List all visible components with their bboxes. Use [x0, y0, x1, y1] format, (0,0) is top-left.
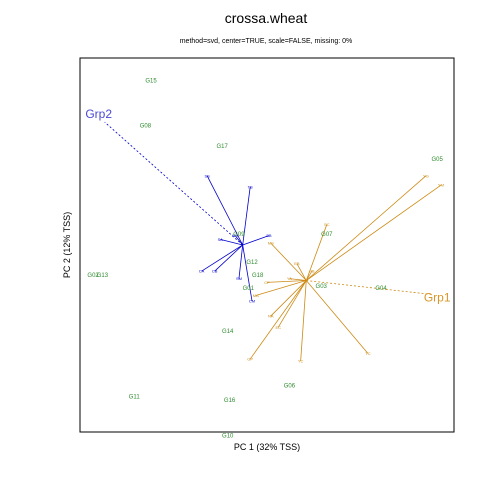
- env-label-YC: YC: [298, 358, 304, 363]
- genotype-G01: G01: [243, 286, 255, 292]
- genotype-G02: G02: [87, 273, 99, 279]
- env-label-CM: CM: [249, 299, 255, 304]
- env-label-TB: TB: [248, 185, 253, 190]
- env-vector-SM: [238, 244, 244, 279]
- chart-subtitle: method=svd, center=TRUE, scale=FALSE, mi…: [180, 38, 353, 45]
- env-label-PB: PB: [309, 269, 315, 274]
- env-vector-NA: [270, 280, 307, 317]
- env-vector-CB: [214, 244, 243, 272]
- plot-frame: [79, 57, 455, 433]
- env-vector-MA: [255, 280, 307, 296]
- env-vector-GP: [249, 280, 307, 360]
- env-vector-YM: [306, 184, 442, 281]
- env-vector-YA: [289, 278, 307, 281]
- env-label-CP: CP: [264, 280, 270, 285]
- genotype-G18: G18: [252, 273, 264, 279]
- env-vector-TC: [305, 280, 369, 354]
- genotype-G12: G12: [246, 260, 258, 266]
- env-vector-CA: [201, 244, 243, 272]
- env-label-EB: EB: [294, 261, 300, 266]
- genotype-G05: G05: [431, 157, 443, 163]
- env-label-SM: SM: [236, 276, 242, 281]
- env-label-YM: YM: [438, 183, 444, 188]
- env-vector-SA: [220, 239, 243, 246]
- y-axis-label: PC 2 (12% TSS): [62, 212, 72, 278]
- genotype-G16: G16: [224, 398, 236, 404]
- genotype-G04: G04: [375, 286, 387, 292]
- env-vector-SS: [206, 175, 244, 246]
- grp1-axis-line: [306, 280, 432, 295]
- env-vector-YG: [306, 175, 427, 281]
- env-label-EC: EC: [275, 325, 281, 330]
- chart-title: crossa.wheat: [225, 10, 308, 26]
- env-label-GP: GP: [247, 357, 253, 362]
- env-vector-PB: [305, 270, 313, 281]
- group-vectors: SS TB SB CA CB SM CM SA NB Grp2 YG YM SC MS EB PB YA MA NA…: [85, 107, 450, 363]
- env-label-YA: YA: [287, 276, 292, 281]
- group-label-Grp2: Grp2: [85, 107, 112, 121]
- genotype-G10: G10: [222, 434, 234, 440]
- genotype-G03: G03: [316, 284, 328, 290]
- genotype-G08: G08: [140, 123, 152, 129]
- x-axis-label: PC 1 (32% TSS): [234, 442, 300, 452]
- genotype-G14: G14: [222, 329, 234, 335]
- env-label-MS: MS: [268, 241, 274, 246]
- env-label-NA: NA: [268, 314, 274, 319]
- env-vector-NB: [234, 235, 244, 246]
- env-vector-CM: [242, 244, 253, 302]
- genotype-G13: G13: [97, 273, 109, 279]
- env-label-CA: CA: [199, 269, 205, 274]
- env-label-MA: MA: [253, 293, 259, 298]
- env-vector-YC: [300, 280, 307, 361]
- env-vector-MS: [270, 242, 307, 281]
- env-label-SC: SC: [324, 222, 330, 227]
- env-label-SB: SB: [266, 233, 272, 238]
- env-label-SA: SA: [218, 237, 224, 242]
- env-vector-EB: [296, 263, 307, 281]
- env-vector-CP: [266, 280, 307, 283]
- env-label-YG: YG: [423, 173, 429, 178]
- grp2-axis-line: [104, 121, 243, 246]
- genotype-G11: G11: [129, 394, 141, 400]
- env-label-CB: CB: [212, 269, 218, 274]
- genotype-G15: G15: [145, 78, 157, 84]
- env-vector-SB: [242, 235, 270, 246]
- env-label-NB: NB: [232, 233, 238, 238]
- env-vector-TB: [242, 186, 251, 246]
- group-label-Grp1: Grp1: [424, 290, 451, 304]
- genotype-G07: G07: [321, 232, 333, 238]
- genotype-G17: G17: [216, 144, 228, 150]
- genotype-G06: G06: [284, 383, 296, 389]
- env-vector-EC: [277, 280, 307, 328]
- env-label-TC: TC: [365, 351, 370, 356]
- genotype-G09: G09: [233, 232, 245, 238]
- env-label-SS: SS: [204, 173, 210, 178]
- env-vector-SC: [305, 224, 328, 281]
